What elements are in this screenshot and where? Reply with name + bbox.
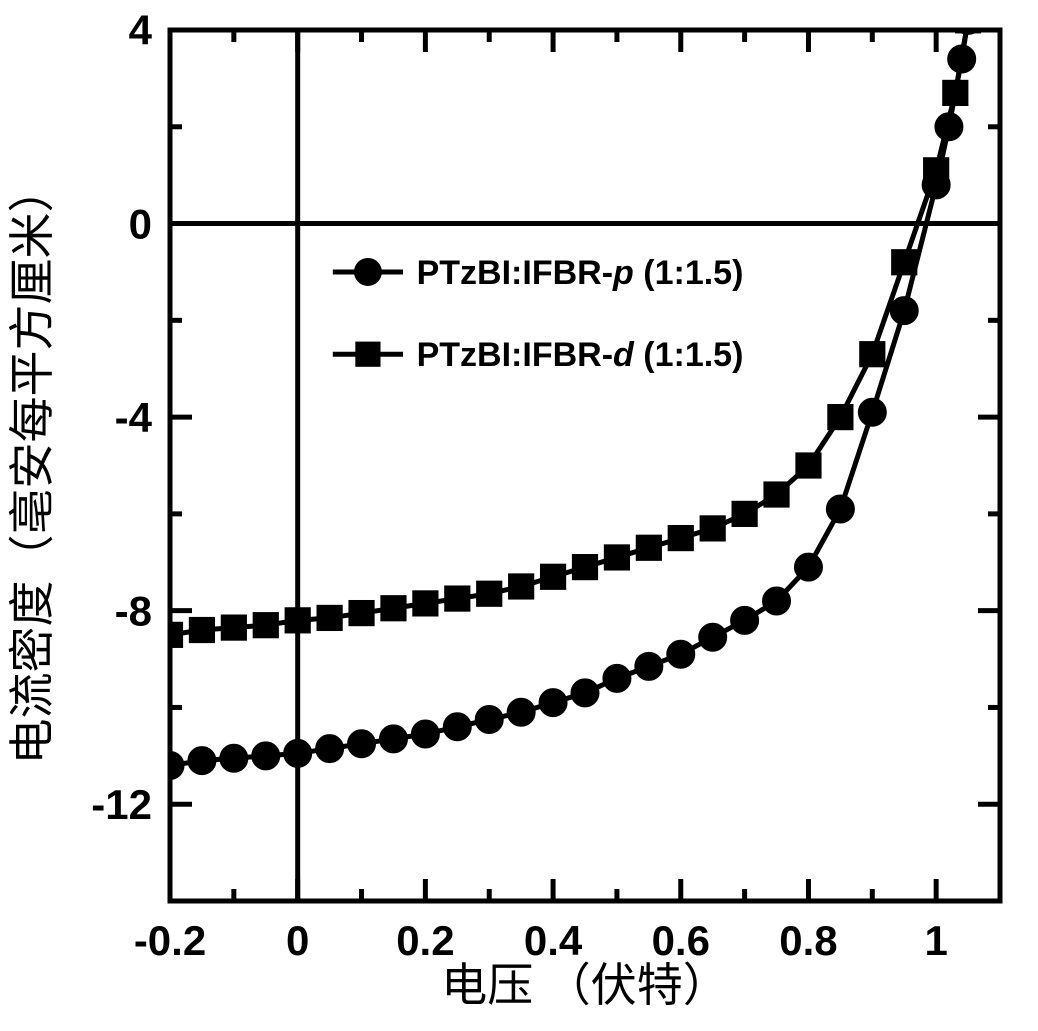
y-tick-label: -4 — [115, 394, 153, 441]
marker-square — [477, 581, 502, 606]
marker-circle — [443, 713, 471, 741]
x-tick-label: 1 — [924, 917, 947, 964]
marker-circle — [794, 553, 822, 581]
marker-square — [253, 613, 278, 638]
marker-circle — [284, 739, 312, 767]
marker-square — [892, 250, 917, 275]
marker-square — [796, 453, 821, 478]
marker-circle — [826, 495, 854, 523]
marker-circle — [571, 679, 599, 707]
legend-marker-square — [355, 342, 380, 367]
x-axis-label: 电压 （伏特） — [441, 960, 729, 1011]
x-tick-label: 0 — [286, 917, 309, 964]
x-tick-label: -0.2 — [134, 917, 206, 964]
marker-square — [700, 516, 725, 541]
marker-circle — [539, 689, 567, 717]
marker-circle — [379, 725, 407, 753]
marker-square — [221, 615, 246, 640]
x-tick-label: 0.8 — [779, 917, 837, 964]
marker-square — [636, 535, 661, 560]
marker-circle — [252, 742, 280, 770]
marker-square — [860, 342, 885, 367]
marker-circle — [858, 398, 886, 426]
marker-circle — [348, 730, 376, 758]
x-tick-label: 0.6 — [652, 917, 710, 964]
marker-circle — [667, 640, 695, 668]
marker-circle — [316, 735, 344, 763]
marker-circle — [635, 652, 663, 680]
marker-square — [828, 405, 853, 430]
marker-circle — [411, 720, 439, 748]
marker-circle — [763, 587, 791, 615]
y-tick-label: 4 — [129, 7, 153, 54]
marker-circle — [731, 606, 759, 634]
marker-square — [317, 605, 342, 630]
marker-square — [349, 600, 374, 625]
marker-square — [189, 617, 214, 642]
y-tick-label: -8 — [115, 587, 152, 634]
marker-square — [668, 525, 693, 550]
marker-square — [572, 555, 597, 580]
legend-label-IFBR-d: PTzBI:IFBR-d (1:1.5) — [417, 336, 744, 374]
marker-square — [445, 586, 470, 611]
chart-bg — [0, 0, 1038, 1031]
marker-square — [732, 501, 757, 526]
marker-square — [540, 564, 565, 589]
legend-label-IFBR-p: PTzBI:IFBR-p (1:1.5) — [417, 254, 744, 292]
y-axis-label: 电流密度（亳安每平方厘米） — [7, 167, 58, 765]
marker-circle — [475, 706, 503, 734]
marker-square — [509, 574, 534, 599]
jv-curve-chart: -0.2 0 0.2 0.4 0.6 0.8 1 -12 -8 -4 0 4 电压 （伏特） 电流密度（亳… — [0, 0, 1038, 1031]
marker-square — [924, 158, 949, 183]
marker-circle — [890, 297, 918, 325]
marker-square — [413, 591, 438, 616]
marker-circle — [507, 698, 535, 726]
marker-circle — [220, 744, 248, 772]
marker-square — [285, 608, 310, 633]
marker-square — [943, 80, 968, 105]
marker-circle — [188, 747, 216, 775]
y-tick-label: -12 — [91, 781, 152, 828]
marker-circle — [603, 664, 631, 692]
x-tick-label: 0.2 — [396, 917, 454, 964]
marker-square — [381, 596, 406, 621]
marker-circle — [699, 623, 727, 651]
legend-marker-circle — [354, 258, 382, 286]
y-tick-label: 0 — [129, 200, 152, 247]
marker-square — [604, 545, 629, 570]
x-tick-label: 0.4 — [524, 917, 583, 964]
marker-square — [764, 482, 789, 507]
